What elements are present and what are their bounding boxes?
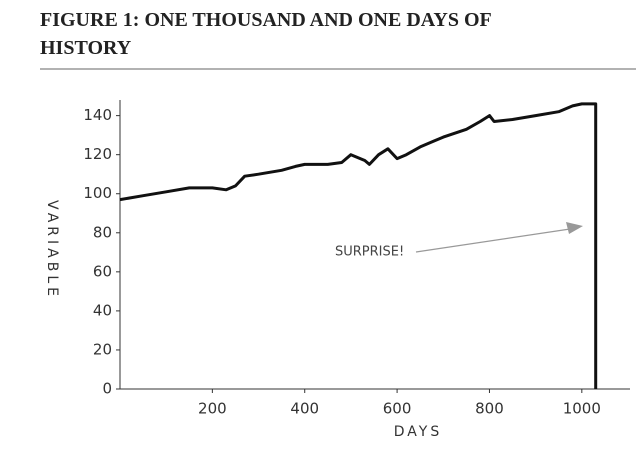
title-line: FIGURE 1: ONE THOUSAND AND ONE DAYS OF	[40, 9, 492, 31]
x-tick-label: 600	[383, 400, 412, 418]
x-axis-label: DAYS	[394, 424, 442, 440]
y-tick-label: 20	[93, 340, 112, 358]
y-tick-label: 0	[102, 380, 112, 398]
annotation: SURPRISE!	[335, 245, 404, 260]
arrow-head	[566, 222, 583, 234]
y-tick-label: 60	[93, 262, 112, 280]
y-tick-label: 100	[83, 184, 112, 202]
y-tick-label: 140	[83, 106, 112, 124]
x-tick-label: 800	[475, 400, 504, 418]
data-line	[119, 102, 598, 389]
chart-title: FIGURE 1: ONE THOUSAND AND ONE DAYS OF HI…	[40, 9, 492, 59]
y-tick-label: 40	[93, 301, 112, 319]
title-line: HISTORY	[40, 37, 132, 59]
annotation-arrow	[415, 228, 571, 253]
y-axis-label: VARIABLE	[44, 200, 60, 300]
x-tick-label: 1000	[563, 400, 601, 418]
y-tick-label: 120	[83, 145, 112, 163]
y-tick-label: 80	[93, 223, 112, 241]
x-tick-label: 400	[290, 400, 319, 418]
x-tick-label: 200	[198, 400, 227, 418]
